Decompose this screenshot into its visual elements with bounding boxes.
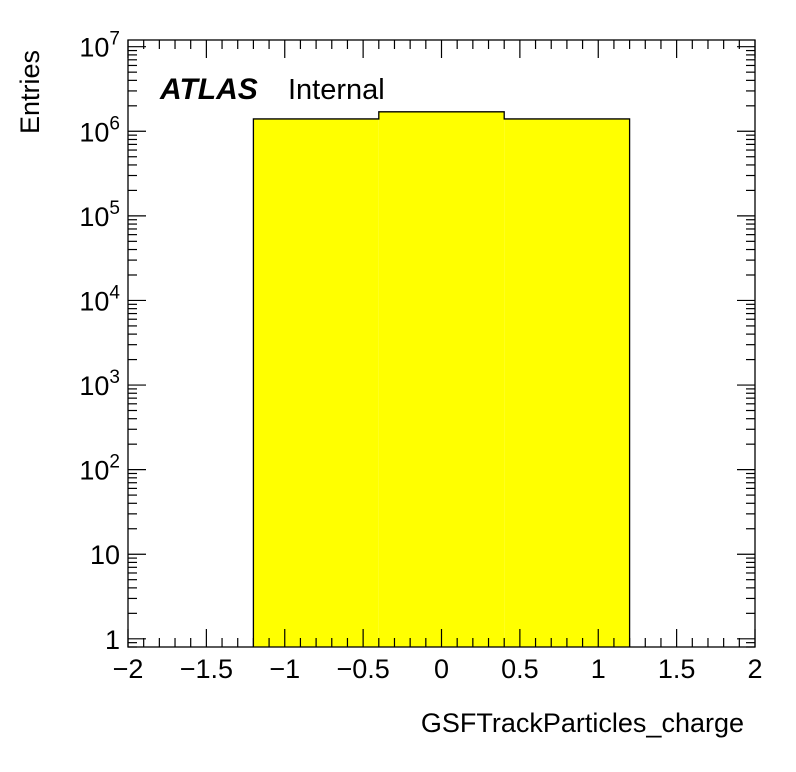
x-tick-label: 0.5 [501,654,539,684]
x-tick-label: 2 [747,654,762,684]
x-axis-title: GSFTrackParticles_charge [421,708,744,738]
x-tick-label: 1 [591,654,606,684]
y-tick-label: 107 [79,29,120,63]
plot-frame [127,39,756,648]
internal-label: Internal [288,74,385,106]
y-tick-label: 10 [90,540,120,570]
x-tick-label: 1.5 [658,654,696,684]
y-tick-label: 106 [79,113,120,147]
y-axis-title: Entries [15,50,45,134]
histogram-bin-3 [504,118,630,647]
histogram-outline [252,111,631,647]
atlas-label: ATLAS [159,73,258,106]
histogram-bin-2 [378,111,505,647]
y-tick-label: 103 [79,367,120,401]
y-tick-label: 105 [79,198,120,232]
y-tick-label: 104 [79,282,120,316]
x-tick-label: −0.5 [336,654,389,684]
x-tick-label: −2 [113,654,144,684]
histogram-bin-1 [253,118,379,647]
x-tick-label: −1.5 [180,654,233,684]
y-tick-label: 102 [79,452,120,486]
x-tick-label: 0 [434,654,449,684]
histogram-bars [252,111,631,647]
axis-ticks [127,40,756,648]
x-tick-label: −1 [269,654,300,684]
x-tick-labels: −2 −1.5 −1 −0.5 0 0.5 1 1.5 2 [113,654,763,684]
y-tick-labels: 1 10 102 103 104 105 106 107 [79,29,120,655]
y-tick-label: 1 [105,625,120,655]
